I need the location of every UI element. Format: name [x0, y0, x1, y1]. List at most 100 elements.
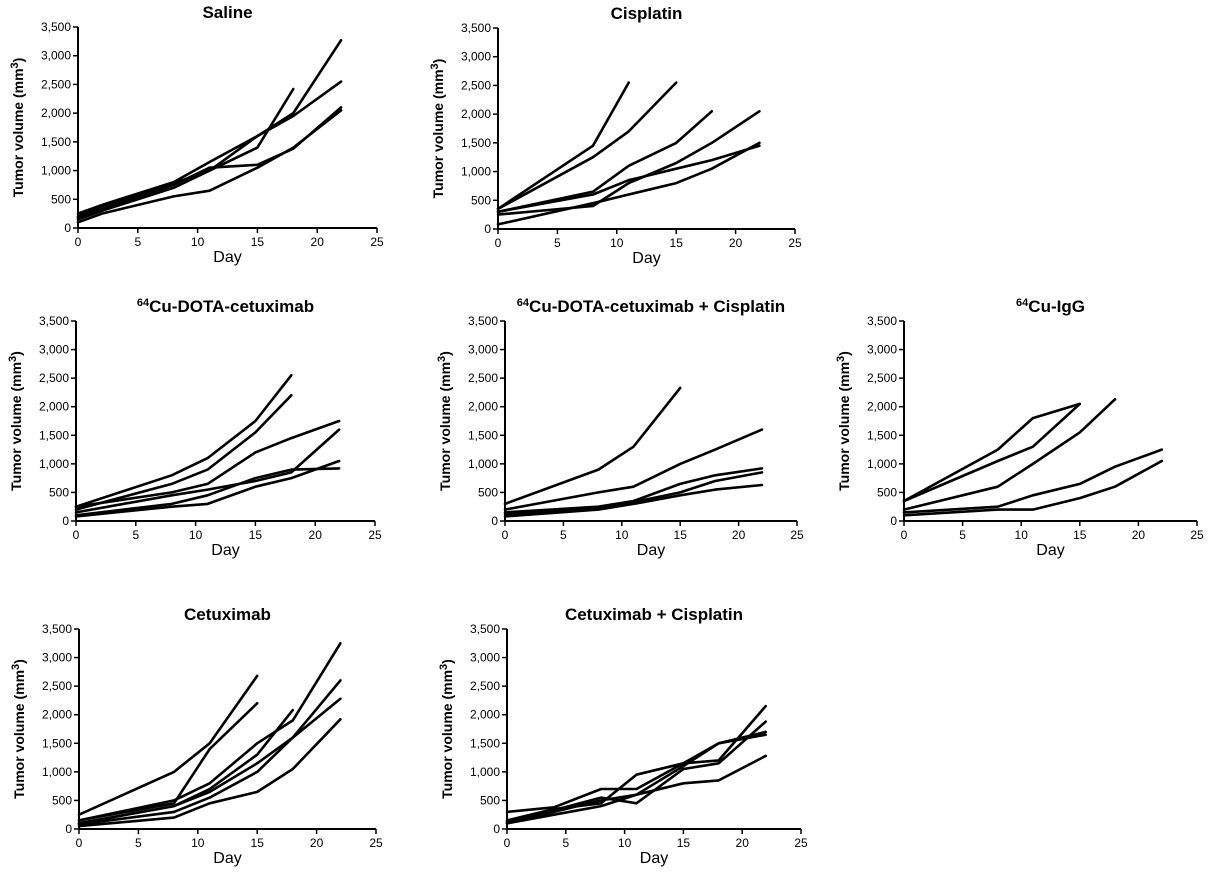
series-line [505, 704, 768, 814]
y-tick-label: 1,500 [41, 135, 71, 149]
y-tick-label: 1,500 [461, 136, 491, 150]
y-tick-label: 3,000 [42, 651, 72, 665]
y-tick-label: 2,500 [867, 371, 897, 385]
x-tick-label: 25 [369, 836, 383, 850]
y-axis-title: Tumor volume (mm3) [835, 351, 852, 491]
x-tick-label: 0 [76, 836, 83, 850]
y-tick-label: 3,500 [41, 20, 71, 34]
y-tick-label: 3,000 [470, 651, 500, 665]
panel-title: 64Cu-DOTA-cetuximab [137, 297, 314, 316]
y-tick-label: 0 [493, 822, 500, 836]
y-tick-label: 3,000 [41, 49, 71, 63]
series-line [496, 81, 678, 211]
x-tick-label: 10 [618, 836, 632, 850]
x-tick-label: 25 [1190, 528, 1204, 542]
y-tick-label: 1,000 [470, 765, 500, 779]
series-line [902, 459, 1164, 517]
x-tick-label: 5 [135, 836, 142, 850]
y-tick-label: 3,500 [470, 622, 500, 636]
x-axis-title: Day [1036, 542, 1064, 559]
x-tick-label: 10 [191, 235, 205, 249]
series-line [74, 467, 341, 517]
series-line [74, 428, 341, 514]
y-axis-title: Tumor volume (mm3) [436, 351, 453, 491]
y-tick-label: 2,500 [461, 78, 491, 92]
x-tick-label: 10 [191, 836, 205, 850]
y-tick-label: 3,000 [867, 343, 897, 357]
chart-panel: 0 5 10 15 20 25 0 500 1,000 1,500 2,000 2,500 3,000 3… [438, 605, 808, 867]
x-tick-label: 15 [670, 236, 684, 250]
x-tick-label: 20 [310, 836, 324, 850]
panel-title: Cetuximab + Cisplatin [565, 605, 743, 624]
series-line [76, 38, 343, 221]
series-line [902, 402, 1082, 503]
y-tick-label: 0 [62, 514, 69, 528]
panel-title: Cetuximab [184, 605, 271, 624]
y-axis-title: Tumor volume (mm3) [438, 659, 455, 799]
y-tick-label: 500 [877, 485, 897, 499]
series-line [77, 674, 259, 817]
x-tick-label: 5 [959, 528, 966, 542]
x-tick-label: 15 [249, 528, 263, 542]
y-tick-label: 1,000 [867, 457, 897, 471]
x-tick-label: 25 [368, 528, 382, 542]
x-tick-label: 5 [560, 528, 567, 542]
x-tick-label: 0 [901, 528, 908, 542]
x-tick-label: 10 [615, 528, 629, 542]
series-line [902, 402, 1082, 503]
x-tick-label: 10 [610, 236, 624, 250]
series-line [902, 397, 1117, 511]
x-tick-label: 0 [73, 528, 80, 542]
panel-title: 64Cu-IgG [1016, 297, 1085, 316]
y-tick-label: 0 [65, 822, 72, 836]
y-tick-label: 1,000 [42, 765, 72, 779]
series-line [505, 754, 768, 825]
series-line [76, 87, 295, 218]
y-tick-label: 2,500 [39, 371, 69, 385]
y-tick-label: 3,500 [867, 314, 897, 328]
series-line [77, 697, 342, 826]
y-tick-label: 2,000 [42, 708, 72, 722]
x-tick-label: 15 [674, 528, 688, 542]
y-tick-label: 0 [484, 222, 491, 236]
y-axis-title: Tumor volume (mm3) [9, 58, 26, 198]
y-tick-label: 1,500 [42, 736, 72, 750]
y-tick-label: 1,500 [39, 428, 69, 442]
series-line [77, 641, 342, 822]
chart-panel: 0 5 10 15 20 25 0 500 1,000 1,500 2,000 2,500 3,000 3… [429, 4, 802, 267]
series-line [74, 373, 293, 509]
y-tick-label: 2,000 [468, 400, 498, 414]
y-tick-label: 2,000 [867, 400, 897, 414]
y-tick-label: 500 [51, 192, 71, 206]
series-line [496, 144, 761, 214]
x-axis-title: Day [632, 250, 660, 267]
x-tick-label: 15 [251, 235, 265, 249]
y-axis-title: Tumor volume (mm3) [429, 59, 446, 199]
series-line [503, 483, 764, 518]
series-line [77, 717, 342, 828]
chart-panel: 0 5 10 15 20 25 0 500 1,000 1,500 2,000 2,500 3,000 3… [9, 3, 384, 266]
series-line [74, 459, 341, 518]
series-line [496, 81, 631, 211]
series-line [503, 471, 764, 516]
y-tick-label: 2,000 [41, 106, 71, 120]
y-tick-label: 1,000 [461, 165, 491, 179]
y-tick-label: 2,000 [470, 708, 500, 722]
x-tick-label: 5 [562, 836, 569, 850]
x-tick-label: 15 [251, 836, 265, 850]
y-tick-label: 3,500 [39, 314, 69, 328]
x-tick-label: 25 [370, 235, 384, 249]
chart-panel: 0 5 10 15 20 25 0 500 1,000 1,500 2,000 2,500 3,000 3… [436, 297, 804, 559]
chart-panel: 0 5 10 15 20 25 0 500 1,000 1,500 2,000 2,500 3,000 3… [835, 297, 1204, 559]
x-tick-label: 20 [311, 235, 325, 249]
x-axis-title: Day [637, 542, 665, 559]
y-tick-label: 3,000 [461, 50, 491, 64]
y-tick-label: 0 [491, 514, 498, 528]
y-tick-label: 2,500 [42, 679, 72, 693]
series-line [74, 393, 293, 511]
y-axis-title: Tumor volume (mm3) [7, 351, 24, 491]
series-line [76, 109, 343, 224]
series-line [902, 448, 1164, 514]
x-axis-title: Day [213, 850, 241, 867]
series-line [503, 428, 764, 511]
